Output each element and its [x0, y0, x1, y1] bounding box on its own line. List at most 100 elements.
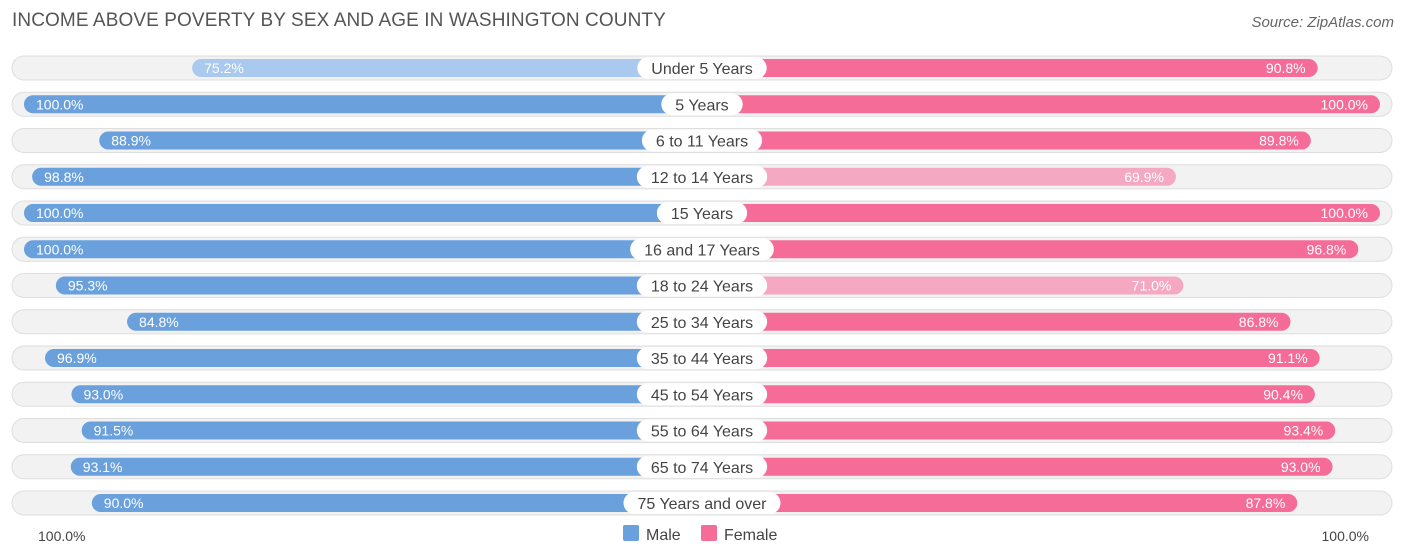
- category-label: 55 to 64 Years: [651, 424, 753, 441]
- female-bar: [702, 95, 1380, 114]
- category-pill: [656, 202, 748, 224]
- legend-female-label: Female: [724, 527, 777, 544]
- legend-male-swatch: [623, 525, 639, 541]
- female-value-label: 93.0%: [1281, 459, 1321, 475]
- category-pill: [636, 310, 768, 333]
- male-bar: [32, 167, 703, 186]
- male-value-label: 84.8%: [139, 314, 179, 330]
- female-value-label: 96.8%: [1307, 241, 1347, 257]
- female-value-label: 71.0%: [1132, 278, 1172, 294]
- chart-row: 95.3% 71.0% 18 to 24 Years: [11, 273, 1393, 298]
- category-pill: [636, 419, 768, 442]
- female-value-label: 100.0%: [1321, 96, 1368, 112]
- male-value-label: 91.5%: [94, 423, 134, 439]
- category-pill: [641, 129, 763, 152]
- category-pill: [661, 93, 743, 116]
- male-bar: [24, 95, 702, 114]
- male-bar: [45, 349, 702, 367]
- category-pill: [636, 347, 768, 369]
- category-label: 6 to 11 Years: [656, 134, 748, 151]
- category-label: 12 to 14 Years: [651, 170, 753, 187]
- female-bar: [702, 421, 1336, 440]
- male-bar: [24, 240, 702, 259]
- female-bar: [702, 276, 1184, 295]
- category-label: 35 to 44 Years: [651, 351, 753, 368]
- male-bar: [91, 494, 703, 512]
- female-value-label: 90.4%: [1263, 386, 1303, 402]
- chart-title: INCOME ABOVE POVERTY BY SEX AND AGE IN W…: [12, 10, 666, 31]
- chart-row: 96.9% 91.1% 35 to 44 Years: [11, 345, 1393, 371]
- male-value-label: 93.1%: [83, 459, 123, 475]
- male-value-label: 95.3%: [68, 278, 108, 294]
- category-pill: [637, 57, 767, 79]
- male-bar: [81, 421, 702, 440]
- female-bar: [702, 59, 1318, 77]
- male-value-label: 98.8%: [44, 169, 84, 185]
- female-bar: [702, 457, 1333, 476]
- female-bar: [702, 494, 1298, 512]
- male-value-label: 88.9%: [111, 133, 151, 149]
- male-value-label: 100.0%: [36, 96, 83, 112]
- chart-row: 93.0% 90.4% 45 to 54 Years: [11, 381, 1393, 407]
- category-label: 16 and 17 Years: [644, 242, 760, 259]
- category-pill: [636, 274, 768, 297]
- female-value-label: 89.8%: [1259, 133, 1299, 149]
- female-value-label: 87.8%: [1246, 495, 1286, 511]
- female-value-label: 100.0%: [1321, 205, 1368, 221]
- chart-row: 100.0% 100.0% 15 Years: [11, 200, 1393, 226]
- legend-female-swatch: [701, 525, 717, 541]
- category-pill: [630, 238, 774, 261]
- category-label: 45 to 54 Years: [651, 387, 753, 404]
- female-bar: [702, 240, 1359, 259]
- category-label: 25 to 34 Years: [651, 315, 753, 332]
- chart-row: 90.0% 87.8% 75 Years and over: [11, 490, 1393, 516]
- category-label: 65 to 74 Years: [651, 460, 753, 477]
- chart-row: 93.1% 93.0% 65 to 74 Years: [11, 454, 1393, 480]
- male-value-label: 100.0%: [36, 241, 83, 257]
- category-pill: [623, 492, 781, 514]
- female-value-label: 91.1%: [1268, 350, 1308, 366]
- source-credit: Source: ZipAtlas.com: [1251, 14, 1394, 31]
- female-bar: [702, 312, 1291, 331]
- category-label: 75 Years and over: [638, 496, 768, 513]
- male-bar: [55, 276, 702, 295]
- chart-row: 88.9% 89.8% 6 to 11 Years: [11, 128, 1393, 153]
- chart-row: 98.8% 69.9% 12 to 14 Years: [11, 164, 1393, 190]
- male-value-label: 96.9%: [57, 350, 97, 366]
- female-bar: [702, 204, 1380, 222]
- chart-row: 91.5% 93.4% 55 to 64 Years: [11, 418, 1393, 443]
- female-bar: [702, 385, 1315, 404]
- male-value-label: 75.2%: [204, 60, 244, 76]
- male-value-label: 100.0%: [36, 205, 83, 221]
- chart-row: 100.0% 96.8% 16 and 17 Years: [11, 236, 1393, 262]
- male-bar: [99, 131, 703, 150]
- legend-male-label: Male: [646, 527, 681, 544]
- male-bar: [192, 59, 703, 77]
- female-bar: [702, 131, 1311, 150]
- female-bar: [702, 167, 1176, 186]
- male-bar: [24, 204, 702, 222]
- female-value-label: 86.8%: [1239, 314, 1279, 330]
- category-pill: [636, 165, 768, 188]
- category-label: Under 5 Years: [651, 61, 752, 78]
- male-bar: [70, 457, 703, 476]
- chart-row: 84.8% 86.8% 25 to 34 Years: [11, 309, 1393, 335]
- male-value-label: 93.0%: [83, 386, 123, 402]
- chart-row: 100.0% 100.0% 5 Years: [11, 91, 1393, 117]
- category-label: 18 to 24 Years: [651, 279, 753, 296]
- category-label: 5 Years: [675, 97, 728, 114]
- category-pill: [636, 383, 768, 406]
- legend: Male Female: [623, 525, 777, 544]
- chart-row: 75.2% 90.8% Under 5 Years: [11, 55, 1393, 81]
- female-value-label: 69.9%: [1124, 169, 1164, 185]
- axis-right-label: 100.0%: [1322, 528, 1369, 544]
- axis-left-label: 100.0%: [38, 528, 85, 544]
- male-value-label: 90.0%: [104, 495, 144, 511]
- male-bar: [127, 312, 702, 331]
- female-value-label: 90.8%: [1266, 60, 1306, 76]
- female-bar: [702, 349, 1320, 367]
- category-label: 15 Years: [671, 206, 733, 223]
- female-value-label: 93.4%: [1284, 423, 1324, 439]
- category-pill: [636, 455, 768, 478]
